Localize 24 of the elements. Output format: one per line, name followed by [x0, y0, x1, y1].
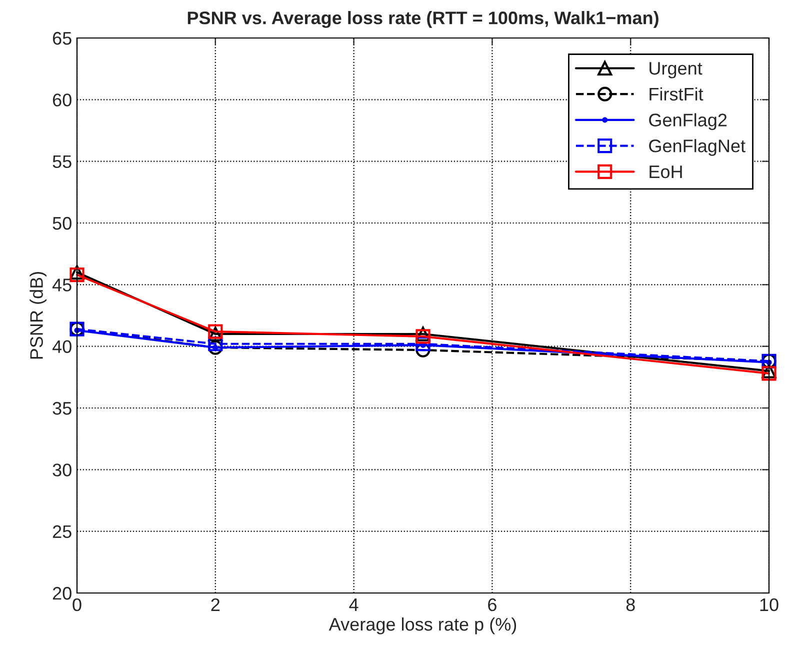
y-tick-label: 40 — [52, 340, 72, 354]
x-tick-label: 4 — [349, 598, 358, 611]
y-tick-label: 65 — [52, 32, 72, 45]
x-tick-label: 8 — [626, 598, 635, 612]
y-tick-label: 45 — [52, 278, 72, 292]
legend-label: GenFlagNet — [649, 139, 746, 156]
x-tick-label: 6 — [488, 598, 496, 612]
y-tick-label: 20 — [52, 586, 72, 600]
legend-label: Urgent — [650, 62, 702, 78]
y-tick-label: 30 — [52, 464, 72, 476]
legend-label: FirstFit — [650, 87, 704, 101]
y-tick-label: 55 — [52, 155, 72, 168]
legend-label: GenFlag2 — [649, 113, 727, 130]
x-tick-label: 10 — [760, 598, 778, 612]
x-axis-title: Average loss rate p (%) — [328, 617, 516, 634]
chart-title: PSNR vs. Average loss rate (RTT = 100ms, Walk1−man) — [188, 11, 658, 28]
y-tick-label: 25 — [52, 525, 72, 538]
x-tick-label: 0 — [72, 598, 82, 612]
y-tick-label: 50 — [52, 216, 72, 230]
y-axis-title: PSNR (dB) — [30, 272, 46, 359]
y-tick-label: 35 — [52, 402, 72, 415]
y-tick-label: 60 — [52, 94, 72, 106]
legend-label: EoH — [650, 166, 682, 178]
x-tick-label: 2 — [211, 598, 220, 611]
